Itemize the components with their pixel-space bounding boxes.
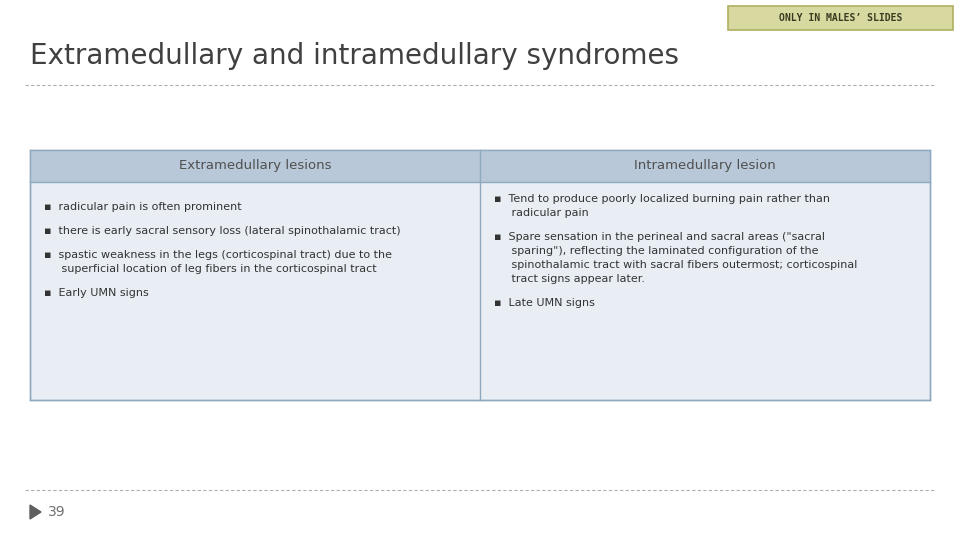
Text: Extramedullary lesions: Extramedullary lesions (179, 159, 331, 172)
Text: ▪  Spare sensation in the perineal and sacral areas ("sacral: ▪ Spare sensation in the perineal and sa… (494, 232, 825, 242)
FancyBboxPatch shape (30, 150, 930, 182)
Text: Intramedullary lesion: Intramedullary lesion (635, 159, 776, 172)
Text: 39: 39 (48, 505, 65, 519)
FancyBboxPatch shape (728, 6, 953, 30)
Text: radicular pain: radicular pain (494, 208, 588, 218)
Text: ▪  Early UMN signs: ▪ Early UMN signs (44, 288, 149, 298)
Text: ▪  there is early sacral sensory loss (lateral spinothalamic tract): ▪ there is early sacral sensory loss (la… (44, 226, 400, 236)
Text: ONLY IN MALES’ SLIDES: ONLY IN MALES’ SLIDES (779, 13, 902, 23)
Text: ▪  spastic weakness in the legs (corticospinal tract) due to the: ▪ spastic weakness in the legs (corticos… (44, 250, 392, 260)
Text: ▪  radicular pain is often prominent: ▪ radicular pain is often prominent (44, 202, 242, 212)
Text: tract signs appear later.: tract signs appear later. (494, 274, 645, 284)
FancyBboxPatch shape (30, 150, 930, 400)
Text: sparing"), reflecting the laminated configuration of the: sparing"), reflecting the laminated conf… (494, 246, 819, 256)
Text: ▪  Tend to produce poorly localized burning pain rather than: ▪ Tend to produce poorly localized burni… (494, 194, 830, 204)
Polygon shape (30, 505, 41, 519)
Text: superficial location of leg fibers in the corticospinal tract: superficial location of leg fibers in th… (44, 264, 376, 274)
Text: ▪  Late UMN signs: ▪ Late UMN signs (494, 298, 595, 308)
Text: Extramedullary and intramedullary syndromes: Extramedullary and intramedullary syndro… (30, 42, 679, 70)
Text: spinothalamic tract with sacral fibers outermost; corticospinal: spinothalamic tract with sacral fibers o… (494, 260, 857, 270)
